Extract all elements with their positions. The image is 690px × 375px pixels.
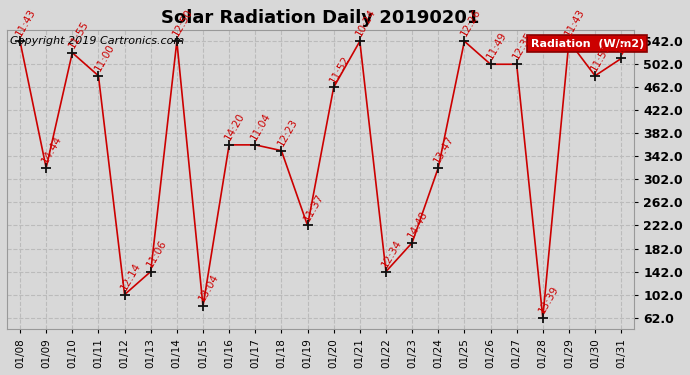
Text: 11:00: 11:00 bbox=[92, 42, 116, 73]
Text: 12:35: 12:35 bbox=[511, 30, 535, 62]
Text: 13:04: 13:04 bbox=[197, 272, 221, 303]
Text: 12:34: 12:34 bbox=[380, 238, 404, 269]
Text: Copyright 2019 Cartronics.com: Copyright 2019 Cartronics.com bbox=[10, 36, 184, 46]
Text: 13:47: 13:47 bbox=[433, 134, 456, 165]
Text: 12:23: 12:23 bbox=[275, 117, 299, 148]
Text: 11:55: 11:55 bbox=[66, 19, 90, 50]
Text: Radiation  (W/m2): Radiation (W/m2) bbox=[531, 39, 644, 49]
Text: 11:43: 11:43 bbox=[563, 8, 586, 39]
Text: 11:37: 11:37 bbox=[302, 192, 326, 223]
Text: 11:55: 11:55 bbox=[589, 42, 613, 73]
Text: 12:14: 12:14 bbox=[119, 261, 142, 292]
Text: 14:20: 14:20 bbox=[224, 111, 247, 142]
Text: 12:50: 12:50 bbox=[171, 8, 195, 39]
Text: 10:24: 10:24 bbox=[354, 8, 377, 39]
Text: 13:39: 13:39 bbox=[537, 284, 561, 315]
Text: 11:06: 11:06 bbox=[145, 238, 168, 269]
Title: Solar Radiation Daily 20190201: Solar Radiation Daily 20190201 bbox=[161, 9, 480, 27]
Text: 12:26: 12:26 bbox=[458, 8, 482, 39]
Text: 11:43: 11:43 bbox=[14, 8, 38, 39]
Text: 11:52: 11:52 bbox=[328, 53, 351, 84]
Text: 14:48: 14:48 bbox=[406, 209, 430, 240]
Text: 11:49: 11:49 bbox=[484, 30, 509, 62]
Text: 11:04: 11:04 bbox=[249, 111, 273, 142]
Text: 12:: 12: bbox=[615, 36, 633, 56]
Text: 14:44: 14:44 bbox=[40, 134, 64, 165]
